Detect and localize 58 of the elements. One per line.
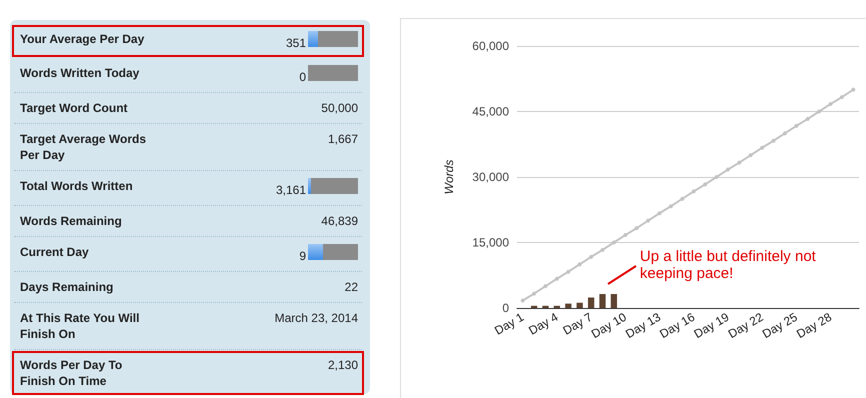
text: Current Day bbox=[20, 244, 89, 260]
y-tick-label: 60,000 bbox=[472, 39, 510, 53]
point bbox=[566, 270, 570, 274]
point bbox=[668, 204, 673, 208]
point bbox=[544, 284, 548, 288]
point bbox=[612, 240, 616, 244]
point bbox=[806, 116, 810, 121]
text: 22 bbox=[344, 279, 358, 295]
y-tick-label: 15,000 bbox=[472, 236, 510, 250]
point bbox=[680, 196, 684, 201]
point bbox=[817, 110, 822, 114]
point bbox=[794, 124, 798, 128]
text: 3,161 bbox=[276, 182, 306, 198]
text: 2,130 bbox=[328, 357, 358, 373]
text: Words Per Day To Finish On Time bbox=[20, 357, 124, 389]
text: March 23, 2014 bbox=[274, 310, 358, 326]
text: Your Average Per Day bbox=[20, 31, 144, 47]
point bbox=[760, 146, 764, 150]
point bbox=[692, 189, 696, 194]
point bbox=[782, 131, 787, 136]
point bbox=[578, 262, 582, 266]
text: 9 bbox=[299, 248, 306, 264]
point bbox=[589, 254, 594, 259]
text: Words Written Today bbox=[20, 65, 140, 81]
text: 1,667 bbox=[328, 131, 358, 147]
text: 46,839 bbox=[321, 213, 358, 229]
point bbox=[703, 182, 708, 186]
point bbox=[840, 95, 844, 100]
text: At This Rate You Will Finish On bbox=[20, 310, 140, 342]
text: 351 bbox=[286, 35, 306, 51]
y-tick-label: 45,000 bbox=[472, 104, 510, 118]
point bbox=[772, 138, 776, 143]
y-tick-label: 30,000 bbox=[472, 170, 510, 184]
text: 0 bbox=[299, 69, 306, 85]
point bbox=[520, 298, 525, 303]
point bbox=[658, 211, 662, 216]
point bbox=[554, 276, 559, 281]
y-tick-label: 0 bbox=[502, 301, 510, 315]
point bbox=[600, 248, 604, 252]
point bbox=[532, 292, 536, 296]
point bbox=[828, 102, 832, 106]
point bbox=[714, 175, 718, 179]
text: Days Remaining bbox=[20, 279, 114, 295]
point bbox=[634, 226, 639, 230]
y-axis-title: Words bbox=[442, 160, 456, 194]
text: Total Words Written bbox=[20, 178, 133, 194]
point bbox=[726, 168, 730, 172]
annotation: Up a little but definitely not keeping pace! bbox=[640, 248, 817, 282]
x-tick-label: Day 4 bbox=[526, 310, 561, 338]
point bbox=[646, 218, 650, 223]
point bbox=[748, 153, 753, 158]
text: 50,000 bbox=[321, 100, 358, 116]
point bbox=[851, 88, 856, 92]
text: Target Word Count bbox=[20, 100, 128, 116]
text: Words Remaining bbox=[20, 213, 122, 229]
point bbox=[623, 233, 628, 238]
text: Target Average Words Per Day bbox=[20, 131, 148, 163]
point bbox=[737, 160, 742, 165]
